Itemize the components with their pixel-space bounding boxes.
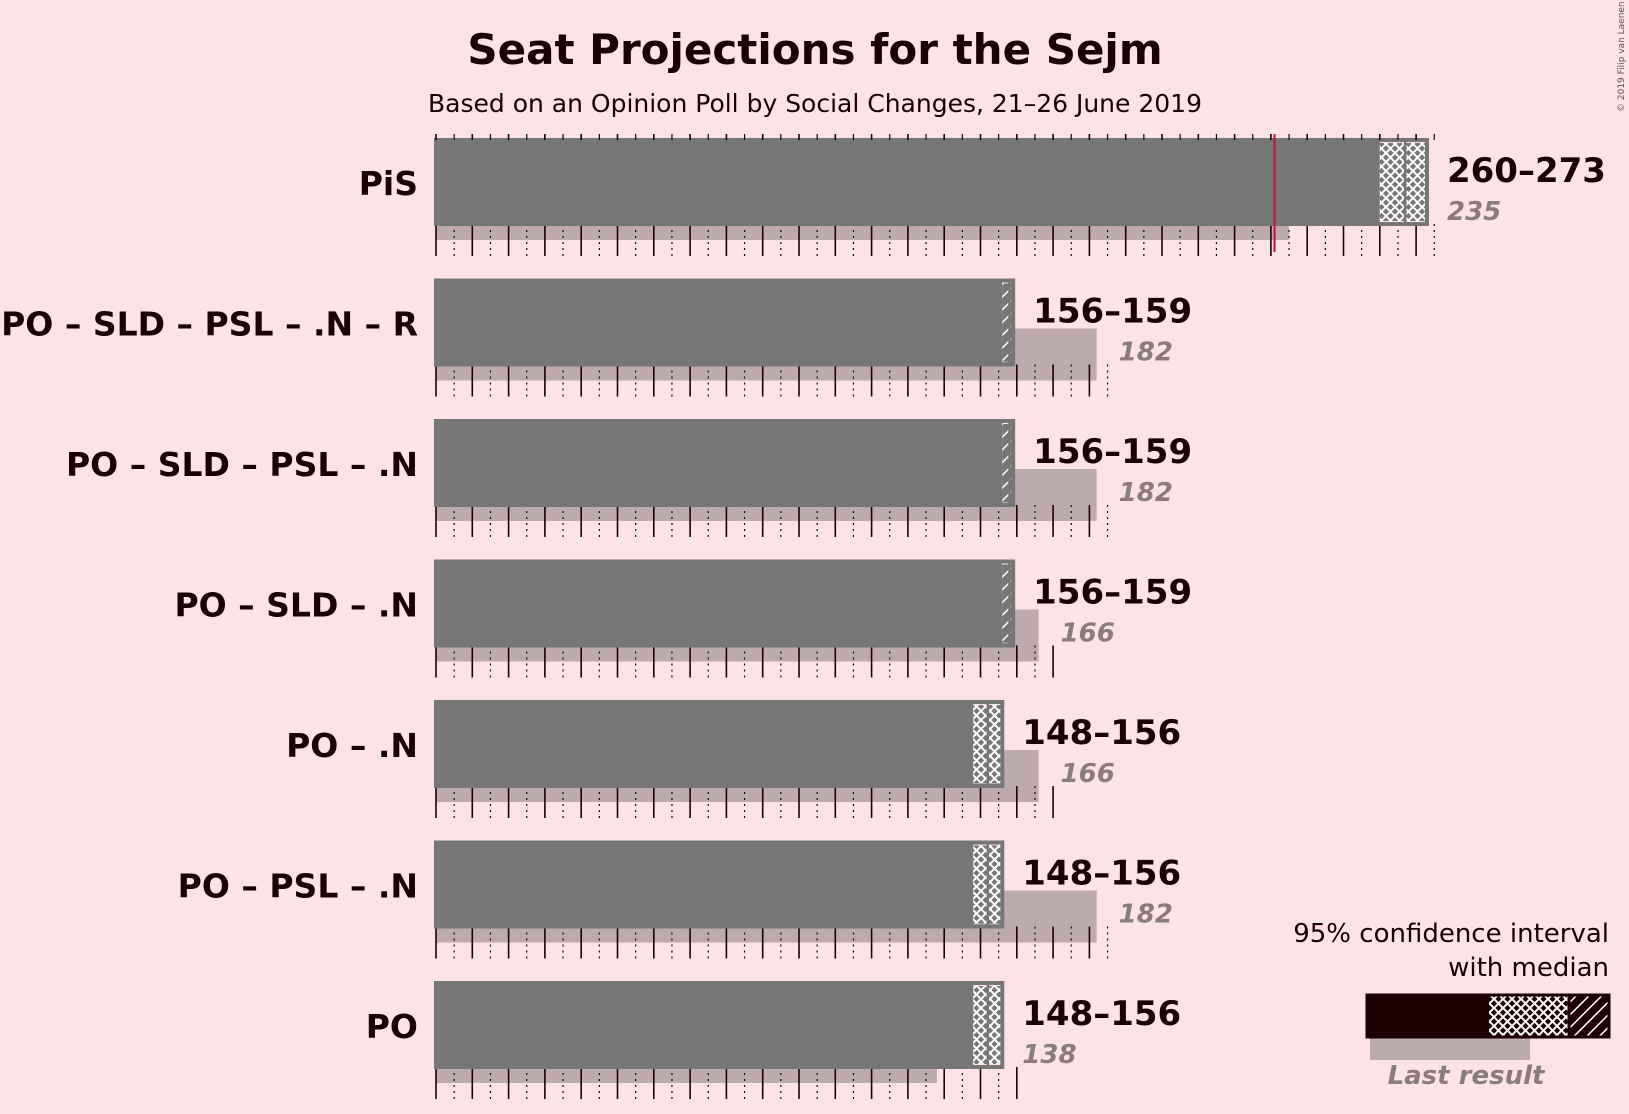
seat-bar [436, 140, 1380, 224]
party-label: PO – SLD – PSL – .N – R [1, 305, 418, 344]
ci-hatch [1002, 424, 1014, 502]
ci-crosshatch-upper [987, 705, 1003, 783]
ci-hatch [1002, 564, 1014, 643]
chart-title: Seat Projections for the Sejm [467, 25, 1162, 74]
ci-crosshatch [973, 986, 988, 1064]
range-label: 156–159 [1033, 292, 1192, 332]
legend-crosshatch-swatch [1489, 995, 1569, 1037]
party-label: PO – PSL – .N [178, 867, 418, 906]
legend-hatch-swatch [1569, 995, 1609, 1037]
seat-bar [436, 983, 974, 1067]
ci-crosshatch [973, 845, 988, 924]
seat-bar [436, 842, 974, 927]
seat-bar [436, 280, 1003, 365]
party-label: PO – SLD – PSL – .N [66, 445, 418, 484]
party-label: PO – SLD – .N [174, 586, 418, 625]
last-result-label: 182 [1119, 900, 1173, 930]
ci-outline [434, 419, 1016, 507]
last-result-label: 138 [1022, 1040, 1076, 1070]
seat-bar [436, 421, 1003, 505]
legend-label-line1: 95% confidence interval [1293, 919, 1609, 949]
legend-median-bar [1367, 995, 1489, 1037]
seat-bar [436, 561, 1003, 646]
legend-outline [1365, 993, 1611, 1039]
ci-crosshatch [1379, 143, 1406, 221]
ci-crosshatch-upper [1405, 143, 1427, 221]
ci-crosshatch-upper [987, 986, 1003, 1064]
ci-outline [434, 981, 1005, 1069]
party-label: PiS [359, 164, 418, 203]
ci-outline [434, 559, 1016, 648]
copyright-note: © 2019 Filip van Laenen [1617, 1, 1627, 112]
last-result-label: 182 [1119, 478, 1173, 508]
range-label: 156–159 [1033, 432, 1192, 472]
ci-crosshatch-upper [987, 845, 1003, 924]
range-label: 260–273 [1447, 151, 1606, 191]
legend-label-line2: with median [1448, 953, 1609, 983]
legend-last-result-label: Last result [1388, 1061, 1546, 1091]
ci-outline [434, 278, 1016, 367]
ci-outline [434, 840, 1005, 929]
party-label: PO – .N [286, 726, 418, 765]
range-label: 148–156 [1022, 994, 1181, 1034]
last-result-label: 182 [1119, 338, 1173, 368]
seat-bar [436, 702, 974, 786]
party-label: PO [366, 1007, 418, 1046]
range-label: 148–156 [1022, 854, 1181, 894]
range-label: 156–159 [1033, 573, 1192, 613]
range-label: 148–156 [1022, 713, 1181, 753]
party-rows: PiS 260–273 235 PO – SLD – PSL – .N – R 156–… [1, 134, 1606, 1099]
ci-outline [434, 138, 1429, 226]
ci-hatch [1002, 283, 1014, 362]
last-result-label: 166 [1061, 759, 1115, 789]
last-result-label: 166 [1061, 619, 1115, 649]
last-result-label: 235 [1447, 197, 1501, 227]
chart-subtitle: Based on an Opinion Poll by Social Chang… [428, 89, 1202, 118]
legend: 95% confidence interval with median Last… [1293, 919, 1611, 1091]
ci-outline [434, 700, 1005, 788]
ci-crosshatch [973, 705, 988, 783]
